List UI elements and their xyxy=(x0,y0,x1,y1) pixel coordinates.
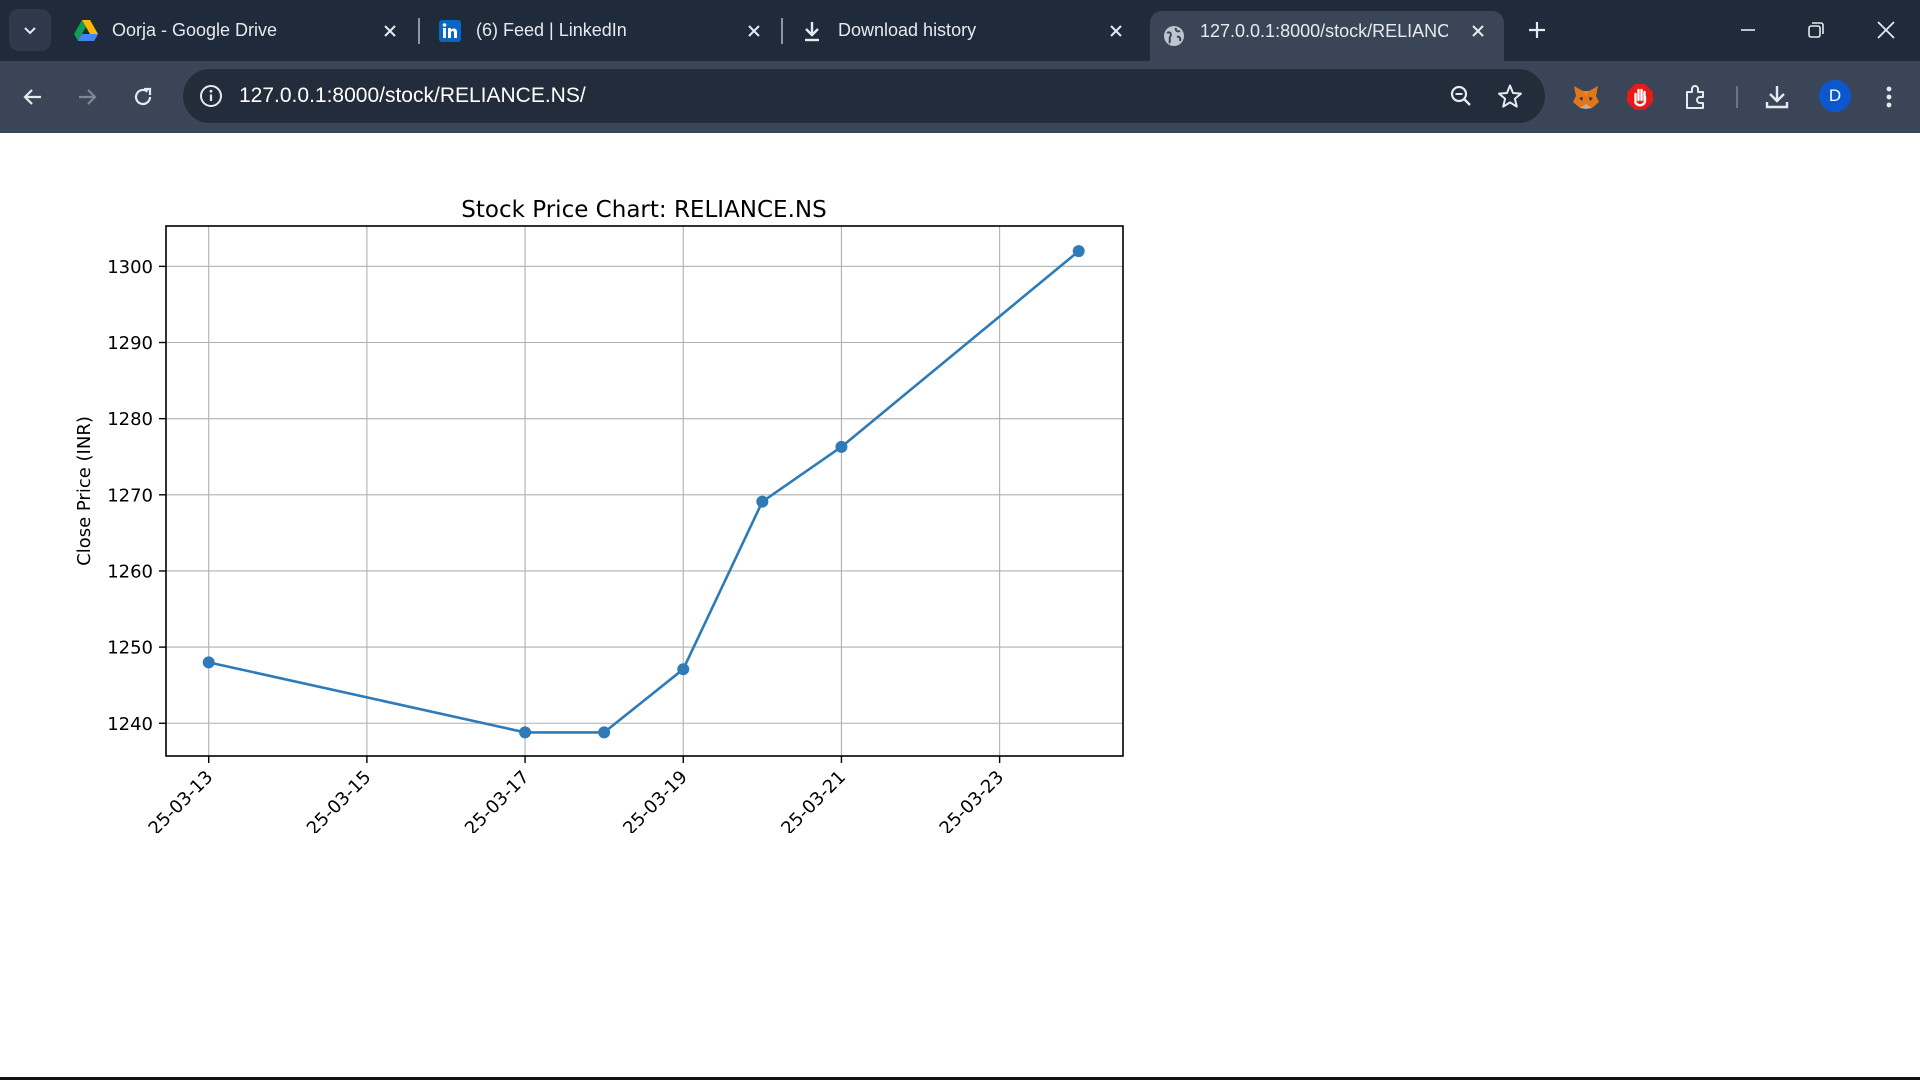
data-point xyxy=(202,656,215,669)
tab-linkedin[interactable]: (6) Feed | LinkedIn xyxy=(426,0,778,61)
axes: 1240 1250 1260 1270 1280 1290 1300 25-03-13 25-0… xyxy=(107,257,1008,833)
extensions-puzzle-icon[interactable] xyxy=(1677,78,1715,116)
close-icon[interactable] xyxy=(1466,19,1490,43)
url-text[interactable]: 127.0.0.1:8000/stock/RELIANCE.NS/ xyxy=(239,84,586,107)
x-tick-label: 25-03-19 xyxy=(619,767,692,833)
x-tick-label: 25-03-21 xyxy=(777,767,850,833)
chart-title: Stock Price Chart: RELIANCE.NS xyxy=(461,197,826,223)
tab-strip: Oorja - Google Drive (6) Feed | LinkedIn… xyxy=(0,0,1920,61)
x-tick-label: 25-03-23 xyxy=(936,767,1009,833)
metamask-fox-icon[interactable] xyxy=(1567,78,1605,116)
grid xyxy=(166,226,1123,756)
data-point xyxy=(519,726,532,739)
linkedin-icon xyxy=(438,19,462,43)
data-point xyxy=(677,663,690,676)
y-tick-label: 1280 xyxy=(107,409,153,430)
minimize-button[interactable] xyxy=(1728,12,1768,48)
y-tick-label: 1270 xyxy=(107,485,153,506)
plot-frame xyxy=(165,225,1124,757)
y-tick-label: 1290 xyxy=(107,333,153,354)
page-bottom-border xyxy=(0,1077,1920,1080)
data-point xyxy=(835,440,848,453)
restore-icon xyxy=(1808,22,1824,38)
reload-button[interactable] xyxy=(124,78,162,116)
page-content: 1240 1250 1260 1270 1280 1290 1300 25-03-13 25-0… xyxy=(0,133,1920,1077)
adblock-hand-icon[interactable] xyxy=(1621,78,1659,116)
y-tick-label: 1240 xyxy=(107,714,153,735)
address-bar[interactable]: 127.0.0.1:8000/stock/RELIANCE.NS/ xyxy=(183,69,1545,123)
tab-title: Download history xyxy=(838,20,977,40)
tab-google-drive[interactable]: Oorja - Google Drive xyxy=(62,0,414,61)
close-window-button[interactable] xyxy=(1866,12,1906,48)
close-icon[interactable] xyxy=(1104,19,1128,43)
price-line xyxy=(208,250,1080,734)
tab-download-history[interactable]: Download history xyxy=(788,0,1140,61)
close-icon[interactable] xyxy=(378,19,402,43)
globe-icon xyxy=(1162,24,1186,48)
x-tick-label: 25-03-15 xyxy=(303,767,376,833)
arrow-right-icon xyxy=(79,89,97,105)
y-axis-label: Close Price (INR) xyxy=(74,416,95,566)
profile-avatar[interactable]: D xyxy=(1819,80,1851,112)
forward-button[interactable] xyxy=(68,78,106,116)
zoom-icon[interactable] xyxy=(1447,82,1475,110)
tab-title: Oorja - Google Drive xyxy=(112,20,278,40)
tab-search-button[interactable] xyxy=(9,9,51,51)
series xyxy=(202,245,1085,739)
x-tick-label: 25-03-17 xyxy=(461,767,534,833)
close-icon xyxy=(1877,21,1895,39)
tab-separator xyxy=(418,18,420,44)
tab-title: (6) Feed | LinkedIn xyxy=(476,20,627,40)
chevron-down-icon xyxy=(24,27,36,35)
toolbar-separator xyxy=(1736,86,1738,108)
y-tick-label: 1300 xyxy=(107,257,153,278)
stock-price-chart: 1240 1250 1260 1270 1280 1290 1300 25-03-13 25-0… xyxy=(74,197,1124,833)
y-tick-label: 1260 xyxy=(107,561,153,582)
data-point xyxy=(1072,245,1085,258)
plus-icon xyxy=(1529,22,1545,38)
restore-button[interactable] xyxy=(1796,12,1836,48)
download-icon xyxy=(800,19,824,43)
tab-separator xyxy=(781,18,783,44)
y-tick-label: 1250 xyxy=(107,638,153,659)
download-icon xyxy=(1765,86,1789,109)
info-icon[interactable] xyxy=(197,82,225,110)
bookmark-star-icon[interactable] xyxy=(1496,82,1524,110)
x-tick-label: 25-03-13 xyxy=(145,767,218,833)
back-button[interactable] xyxy=(14,78,52,116)
data-point xyxy=(598,726,611,739)
minimize-icon xyxy=(1741,29,1755,31)
tab-stock-page[interactable]: 127.0.0.1:8000/stock/RELIANCE.NS/ xyxy=(1150,11,1504,61)
new-tab-button[interactable] xyxy=(1522,15,1552,45)
data-point xyxy=(756,495,769,508)
tab-title: 127.0.0.1:8000/stock/RELIANCE.NS/ xyxy=(1200,21,1448,41)
arrow-left-icon xyxy=(23,89,41,105)
downloads-button[interactable] xyxy=(1758,78,1796,116)
toolbar: 127.0.0.1:8000/stock/RELIANCE.NS/ D xyxy=(0,61,1920,133)
reload-icon xyxy=(134,87,152,106)
more-vertical-icon xyxy=(1886,86,1892,108)
close-icon[interactable] xyxy=(742,19,766,43)
menu-button[interactable] xyxy=(1870,78,1908,116)
google-drive-icon xyxy=(74,19,98,43)
